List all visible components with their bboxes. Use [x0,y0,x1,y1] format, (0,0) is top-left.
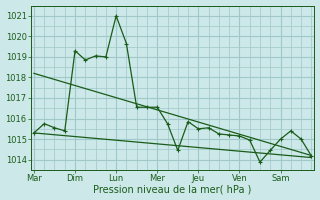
X-axis label: Pression niveau de la mer( hPa ): Pression niveau de la mer( hPa ) [93,184,252,194]
